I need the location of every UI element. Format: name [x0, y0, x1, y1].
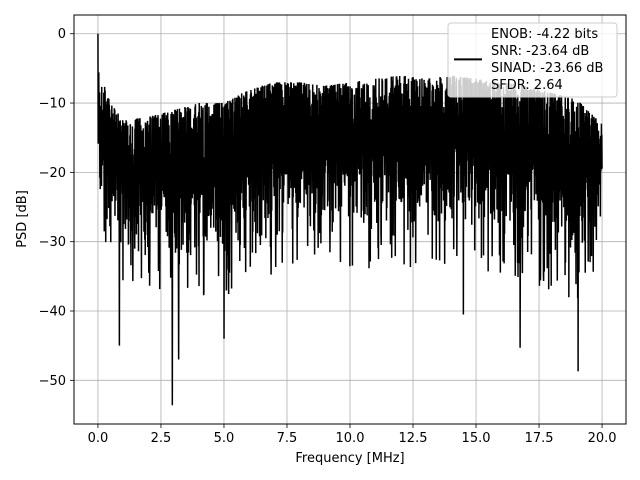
x-tick-label: 0.0 [88, 431, 109, 446]
legend-entry-line: SNR: -23.64 dB [491, 44, 589, 59]
legend-entry-line: SFDR: 2.64 [491, 78, 563, 93]
y-tick-label: −40 [39, 305, 66, 320]
psd-series-line [97, 33, 603, 406]
x-tick-label: 12.5 [399, 431, 428, 446]
legend-entry-line: SINAD: -23.66 dB [491, 61, 603, 76]
y-tick-label: 0 [58, 27, 66, 42]
legend-entry-line: ENOB: -4.22 bits [491, 27, 598, 42]
x-tick-label: 20.0 [588, 431, 617, 446]
y-tick-label: −50 [39, 374, 66, 389]
x-axis-label: Frequency [MHz] [295, 451, 404, 466]
x-tick-label: 2.5 [151, 431, 172, 446]
x-tick-label: 15.0 [462, 431, 491, 446]
x-tick-label: 10.0 [336, 431, 365, 446]
legend: ENOB: -4.22 bits SNR: -23.64 dB SINAD: -23… [447, 22, 618, 98]
legend-box [447, 22, 618, 98]
psd-trace [97, 33, 603, 406]
y-axis-label: PSD [dB] [15, 190, 30, 248]
x-tick-label: 17.5 [525, 431, 554, 446]
axis-ticks: 0.0 2.5 5.0 7.5 10.0 12.5 15.0 17.5 20.0 0 −10 −20 −… [39, 27, 617, 446]
x-tick-label: 7.5 [277, 431, 298, 446]
y-tick-label: −30 [39, 235, 66, 250]
x-tick-label: 5.0 [214, 431, 235, 446]
y-tick-label: −20 [39, 166, 66, 181]
y-tick-label: −10 [39, 97, 66, 112]
